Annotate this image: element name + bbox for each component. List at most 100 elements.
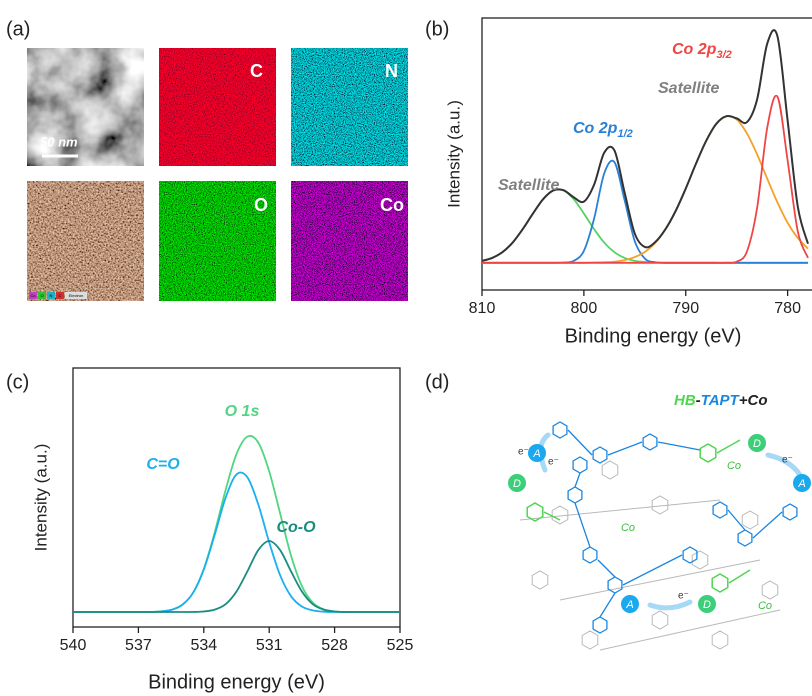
ring bbox=[607, 576, 623, 594]
x-axis-label: Binding energy (eV) bbox=[565, 325, 742, 347]
ring bbox=[711, 630, 729, 650]
acceptor-label: A bbox=[797, 478, 805, 490]
annotation: O 1s bbox=[225, 403, 260, 420]
transfer-arrow bbox=[647, 599, 693, 611]
diagram-title: HB-TAPT+Co bbox=[674, 392, 768, 409]
x-tick-label: 528 bbox=[321, 637, 348, 654]
cobalt-label: Co bbox=[621, 522, 635, 534]
bond bbox=[597, 559, 616, 578]
map-label: Co bbox=[380, 195, 404, 215]
legend-label: O bbox=[40, 293, 43, 298]
acceptor-label: A bbox=[532, 448, 540, 460]
transfer-arrow bbox=[765, 452, 803, 478]
donor-circle bbox=[508, 474, 526, 492]
legend-label: N bbox=[50, 293, 53, 298]
ring bbox=[651, 495, 669, 515]
bond bbox=[622, 554, 683, 586]
annotation-text: Co-O bbox=[276, 519, 316, 536]
ring bbox=[699, 443, 717, 463]
map-co bbox=[291, 181, 408, 301]
bond bbox=[599, 592, 616, 618]
series-line bbox=[481, 29, 809, 262]
series-line bbox=[481, 94, 809, 264]
ring bbox=[592, 446, 608, 464]
structure-diagram: HB-TAPT+Co A A A D D De⁻ e⁻ e⁻ e⁻ Co Co Co bbox=[508, 392, 811, 651]
y-axis-label: Intensity (a.u.) bbox=[444, 100, 463, 208]
acceptor-circle bbox=[793, 474, 811, 492]
donor-label: D bbox=[703, 599, 711, 611]
ring bbox=[651, 610, 669, 630]
donor-circle bbox=[748, 434, 766, 452]
panel-label: (b) bbox=[425, 18, 449, 40]
scale-label: 50 nm bbox=[40, 134, 78, 149]
map-n bbox=[291, 48, 408, 166]
x-tick-label: 534 bbox=[190, 637, 217, 654]
donor-label: D bbox=[753, 438, 761, 450]
electron-label: e⁻ bbox=[678, 591, 689, 602]
map-label: C bbox=[250, 61, 263, 81]
legend-swatch bbox=[56, 292, 64, 299]
ring bbox=[682, 546, 698, 564]
ring bbox=[592, 616, 608, 634]
legend-swatch bbox=[29, 292, 37, 299]
x-tick-label: 531 bbox=[256, 637, 283, 654]
bond bbox=[574, 502, 591, 548]
annotation-sub: 1/2 bbox=[617, 128, 632, 140]
bond bbox=[716, 439, 741, 454]
annotation: Co 2p3/2 bbox=[672, 41, 732, 61]
cobalt-label: Co bbox=[758, 600, 772, 612]
annotation-text: Satellite bbox=[498, 177, 559, 194]
electron-label: e⁻ bbox=[782, 455, 793, 466]
bond bbox=[727, 509, 746, 531]
bond bbox=[607, 441, 643, 456]
bond bbox=[599, 609, 781, 651]
mini-legend: Co O N C Electron bbox=[29, 292, 87, 299]
ring bbox=[567, 486, 583, 504]
annotation: Satellite bbox=[498, 177, 559, 194]
annotation-text: Co 2p bbox=[672, 41, 717, 58]
legend-label: Co bbox=[30, 293, 36, 298]
ring bbox=[552, 421, 568, 439]
ring bbox=[581, 630, 599, 650]
x-tick-label: 790 bbox=[672, 300, 699, 317]
legend-swatch bbox=[38, 292, 46, 299]
title-part: TAPT bbox=[701, 392, 741, 409]
ring bbox=[691, 550, 709, 570]
map-overlay bbox=[27, 181, 144, 301]
bond bbox=[519, 499, 721, 521]
sem-image bbox=[27, 48, 144, 166]
donor-label: D bbox=[513, 478, 521, 490]
panel-label: (a) bbox=[6, 18, 30, 40]
ring bbox=[572, 456, 588, 474]
ring bbox=[782, 503, 798, 521]
annotation-text: Co 2p bbox=[573, 120, 618, 137]
bond bbox=[543, 511, 561, 521]
eds-maps: 50 nm C N O Co Co O N C Electron bbox=[27, 48, 408, 301]
x-tick-label: 537 bbox=[125, 637, 152, 654]
x-tick-label: 810 bbox=[469, 300, 496, 317]
ring bbox=[551, 505, 569, 525]
annotation-sub: 3/2 bbox=[716, 49, 731, 61]
x-tick-label: 540 bbox=[60, 637, 87, 654]
map-label: N bbox=[385, 61, 398, 81]
ring bbox=[712, 501, 728, 519]
ring bbox=[526, 502, 544, 522]
annotation-text: O 1s bbox=[225, 403, 260, 420]
acceptor-circle bbox=[621, 595, 639, 613]
annotation: C=O bbox=[146, 456, 180, 473]
legend-label: Electron bbox=[69, 293, 84, 298]
x-axis-label: Binding energy (eV) bbox=[148, 671, 325, 693]
annotation: Co 2p1/2 bbox=[573, 120, 633, 140]
bond bbox=[752, 511, 783, 539]
panel-label: (c) bbox=[6, 371, 29, 393]
plot-frame bbox=[481, 17, 812, 291]
ring bbox=[711, 573, 729, 593]
bond bbox=[728, 569, 751, 584]
legend-swatch bbox=[65, 292, 87, 299]
ring bbox=[531, 570, 549, 590]
series-line bbox=[72, 540, 400, 613]
title-part: +Co bbox=[739, 392, 768, 409]
map-o bbox=[159, 181, 276, 301]
ring bbox=[582, 546, 598, 564]
